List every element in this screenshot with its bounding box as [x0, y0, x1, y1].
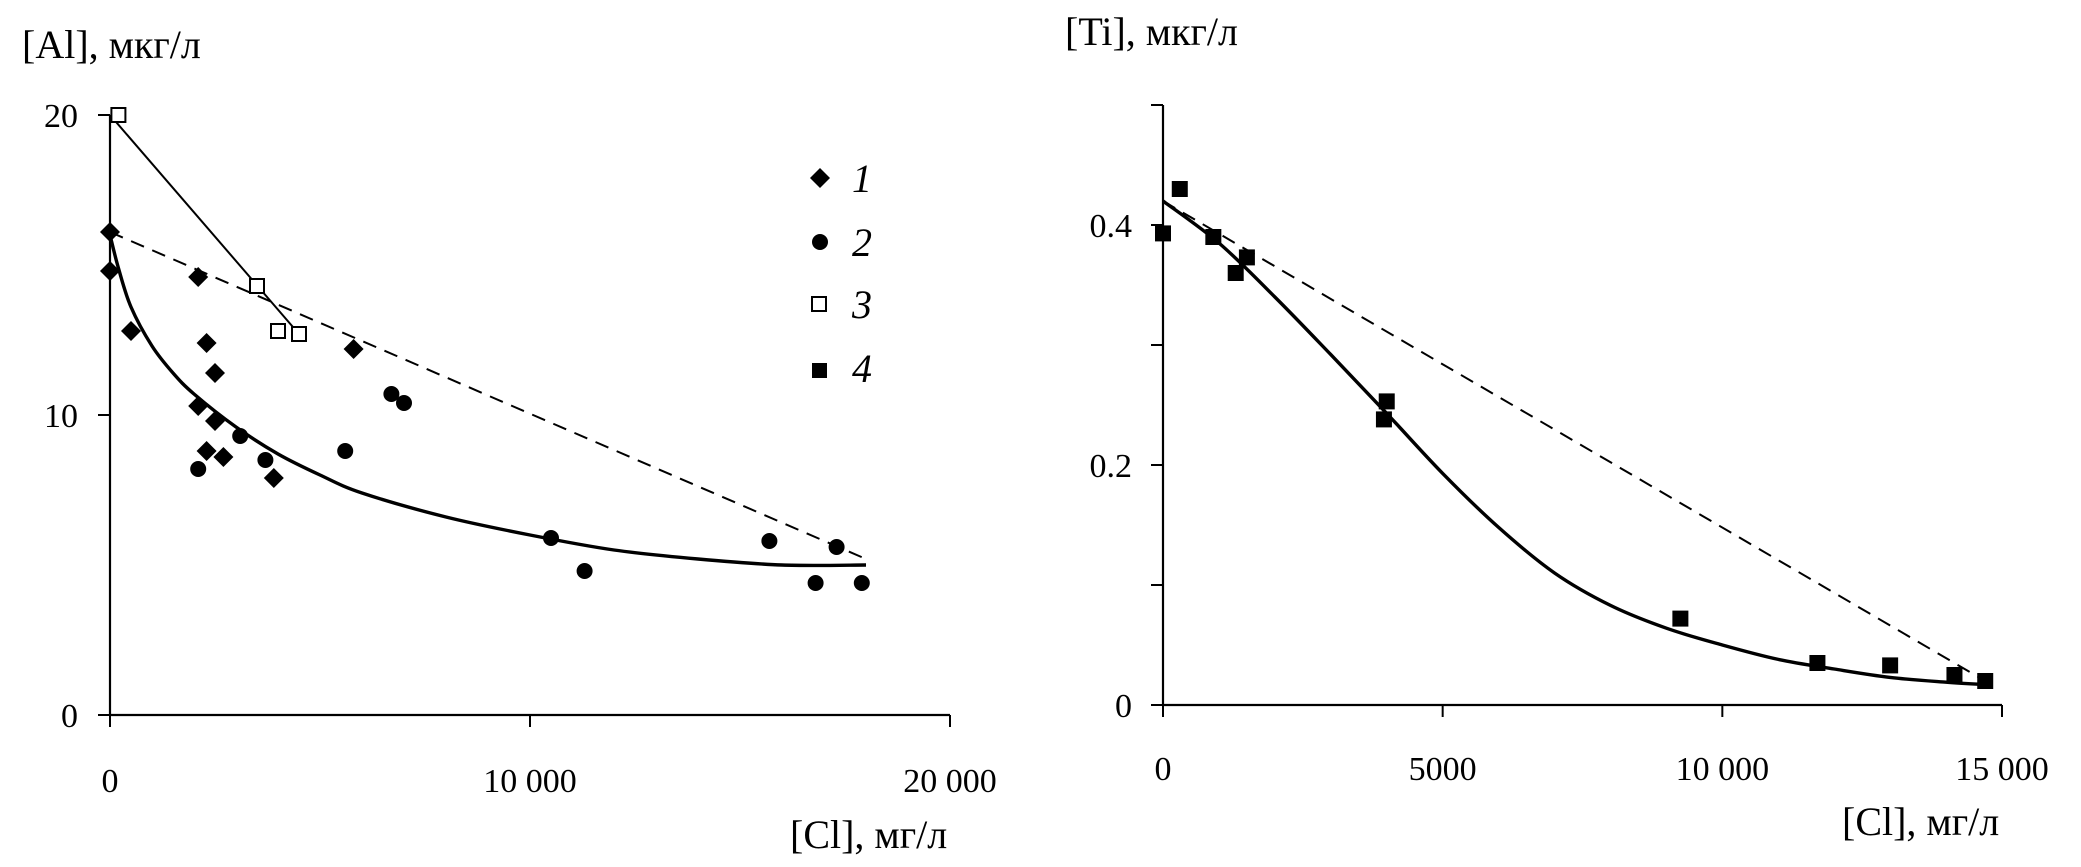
ti-series-4-point	[1809, 655, 1826, 671]
ti-x-axis-title: [Cl], мг/л	[1842, 799, 1999, 844]
ti-series-4-point	[1171, 181, 1188, 197]
ti-x-tick-label: 0	[1155, 751, 1172, 788]
legend-marker-open-square	[811, 296, 827, 312]
ti-chart: [Ti], мкг/л [Cl], мг/л 0 5000 10 000 15 000…	[1065, 9, 2049, 844]
al-series-3-point	[249, 278, 265, 294]
ti-x-tick-label: 5000	[1409, 751, 1477, 788]
ti-y-tick-label: 0.2	[1090, 448, 1133, 485]
al-y-axis-title: [Al], мкг/л	[22, 22, 201, 67]
ti-marks	[1155, 181, 1994, 689]
legend-label-4: 4	[852, 346, 872, 391]
al-series-1-point	[263, 468, 284, 488]
ti-dashed-trend-line	[1162, 200, 1986, 682]
al-series-1-point	[343, 339, 364, 359]
al-y-tick-label: 10	[44, 398, 78, 435]
al-x-tick-label: 0	[102, 763, 119, 800]
al-series-1-point	[100, 222, 120, 242]
al-series-2-point	[828, 539, 845, 555]
al-series-2-point	[853, 575, 870, 591]
ti-series-4-point	[1882, 657, 1899, 674]
al-dashed-trend-line	[109, 231, 867, 560]
ti-series-4-point	[1375, 411, 1392, 428]
al-series-1-point	[121, 321, 141, 341]
al-series-1-point	[213, 447, 234, 467]
ti-series-4-point	[1205, 229, 1222, 245]
ti-x-tick-label: 15 000	[1955, 751, 2049, 788]
ti-series-4-point	[1977, 673, 1994, 689]
legend-label-2: 2	[852, 220, 872, 265]
al-series-2-point	[807, 575, 824, 591]
al-x-tick-label: 10 000	[483, 763, 577, 800]
ti-y-tick-label: 0	[1115, 688, 1132, 725]
al-y-tick-label: 0	[61, 698, 78, 735]
al-marks	[100, 107, 870, 591]
al-x-tick-label: 20 000	[903, 763, 997, 800]
ti-series-4-point	[1155, 225, 1171, 242]
ti-series-4-point	[1672, 610, 1689, 627]
al-chart: [Al], мкг/л [Cl], мг/л 0 10 000 20 000 0 10 2…	[22, 22, 997, 857]
al-series-1-point	[188, 396, 209, 416]
legend-label-1: 1	[852, 156, 872, 201]
ti-series-4-point	[1227, 265, 1244, 281]
al-series-3-point	[110, 107, 127, 123]
al-series-2-point	[337, 443, 354, 459]
legend-marker-diamond	[810, 168, 830, 188]
ti-fit-curve	[1161, 199, 1986, 687]
al-series-2-point	[232, 428, 249, 444]
legend-marker-filled-square	[812, 363, 827, 378]
al-series-1-point	[100, 261, 120, 281]
legend-marker-circle	[812, 234, 828, 250]
al-series-3-line	[109, 114, 300, 335]
al-axes: 0 10 000 20 000 0 10 20	[44, 98, 997, 800]
al-series-2-point	[383, 386, 400, 402]
ti-y-axis-title: [Ti], мкг/л	[1065, 9, 1238, 54]
al-series-1-point	[196, 441, 217, 461]
ti-series-4-point	[1946, 667, 1963, 683]
ti-x-tick-label: 10 000	[1676, 751, 1770, 788]
al-series-3-point	[291, 326, 307, 342]
al-series-2-point	[396, 395, 412, 411]
al-series-1-point	[196, 333, 217, 353]
legend: 1 2 3 4	[810, 156, 872, 391]
al-series-2-point	[543, 530, 559, 546]
ti-axes: 0 5000 10 000 15 000 0 0.2 0.4	[1090, 104, 2049, 788]
ti-series-4-point	[1238, 249, 1255, 266]
al-series-3-point	[270, 323, 286, 339]
al-y-tick-label: 20	[44, 98, 78, 135]
al-x-axis-title: [Cl], мг/л	[790, 812, 947, 857]
legend-label-3: 3	[851, 282, 872, 327]
ti-series-4-point	[1378, 393, 1395, 410]
al-series-2-point	[257, 452, 274, 468]
al-series-2-point	[576, 563, 593, 579]
al-lines	[108, 114, 867, 568]
ti-y-tick-label: 0.4	[1090, 208, 1133, 245]
al-series-2-point	[190, 461, 207, 477]
al-series-1-point	[205, 363, 225, 383]
al-series-1-point	[188, 267, 209, 287]
al-series-1-point	[205, 411, 225, 431]
al-series-2-point	[761, 533, 778, 549]
ti-lines	[1161, 199, 1986, 687]
al-fit-curve	[108, 234, 867, 568]
